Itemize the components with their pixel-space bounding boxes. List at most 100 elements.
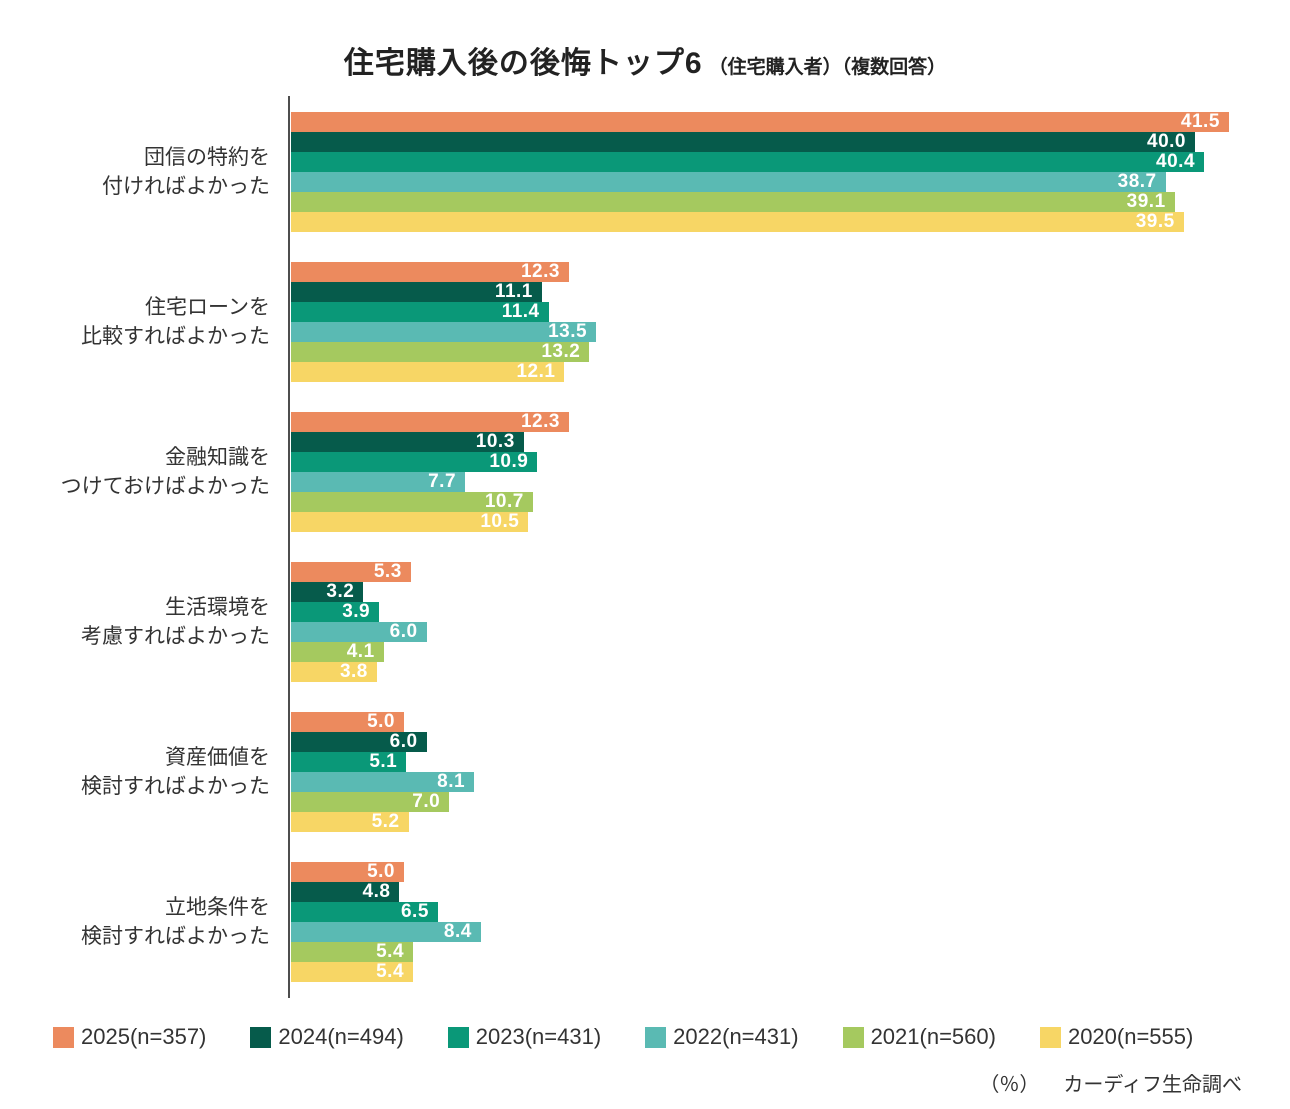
chart-title-suffix: （住宅購入者）（複数回答） (708, 57, 947, 78)
bar-value-label: 41.5 (1180, 111, 1220, 132)
chart-title-main: 住宅購入後の後悔トップ6 (343, 47, 703, 80)
legend-swatch (1039, 1026, 1061, 1048)
bar-2022: 13.5 (291, 321, 597, 342)
category-row: 住宅ローンを 比較すればよかった 12.3 11.1 11.4 13.5 13.2 12.1 (81, 261, 1290, 382)
bar-value-label: 40.4 (1156, 151, 1196, 172)
legend-label: 2021(n=560) (870, 1024, 996, 1049)
bar-value-label: 40.0 (1147, 131, 1186, 152)
category-label: 生活環境を 考慮すればよかった (81, 596, 270, 648)
legend-label: 2024(n=494) (278, 1024, 404, 1049)
bar-2024: 10.3 (291, 431, 524, 452)
bar-2024: 4.8 (291, 881, 400, 902)
bar-2025: 12.3 (291, 261, 569, 282)
bar-2020: 39.5 (291, 211, 1184, 232)
bar-2021: 10.7 (291, 491, 533, 512)
bar-2022: 8.1 (291, 771, 475, 792)
bar-value-label: 3.8 (339, 661, 368, 682)
bar-2025: 41.5 (291, 111, 1229, 132)
bars-stack: 5.3 3.2 3.9 6.0 4.1 3.8 (291, 561, 427, 682)
bar-value-label: 10.3 (475, 431, 515, 452)
bars-stack: 12.3 11.1 11.4 13.5 13.2 12.1 (291, 261, 597, 382)
bar-2024: 3.2 (291, 581, 364, 602)
category-label: 資産価値を 検討すればよかった (81, 746, 270, 798)
bar-value-label: 3.9 (342, 601, 371, 622)
bar-value-label: 5.2 (371, 811, 400, 832)
legend-swatch (53, 1026, 74, 1048)
bar-value-label: 13.2 (541, 341, 581, 362)
bar-2025: 12.3 (291, 411, 569, 432)
bar-value-label: 10.5 (480, 511, 520, 532)
bar-value-label: 38.7 (1117, 171, 1157, 192)
legend-swatch (842, 1026, 864, 1048)
legend-label: 2020(n=555) (1067, 1024, 1194, 1049)
category-row: 生活環境を 考慮すればよかった 5.3 3.2 3.9 6.0 4.1 3.8 (81, 561, 1290, 682)
bar-value-label: 7.0 (412, 791, 441, 812)
bar-value-label: 8.4 (443, 921, 472, 942)
category-label: 立地条件を 検討すればよかった (81, 896, 270, 948)
bar-2023: 3.9 (291, 601, 380, 622)
legend-item-2022: 2022(n=431) (645, 1024, 799, 1050)
bar-2023: 6.5 (291, 901, 438, 922)
bar-value-label: 5.4 (376, 941, 405, 962)
bar-value-label: 11.4 (501, 301, 540, 322)
chart-legend: 2025(n=357) 2024(n=494) 2023(n=431) 2022(n=… (53, 1024, 1290, 1050)
bar-value-label: 10.7 (484, 491, 524, 512)
bar-2023: 40.4 (291, 151, 1205, 172)
bar-chart-plot: 団信の特約を 付ければよかった 41.5 40.0 40.4 38.7 39.1 39.5 住宅… (0, 96, 1290, 998)
bar-2021: 4.1 (291, 641, 384, 662)
bars-stack: 5.0 4.8 6.5 8.4 5.4 5.4 (291, 861, 481, 982)
category-row: 立地条件を 検討すればよかった 5.0 4.8 6.5 8.4 5.4 5.4 (81, 861, 1290, 982)
bar-2021: 7.0 (291, 791, 450, 812)
bar-2022: 7.7 (291, 471, 466, 492)
bar-value-label: 12.3 (520, 261, 560, 282)
bar-2024: 6.0 (291, 731, 427, 752)
bar-2021: 5.4 (291, 941, 414, 962)
y-axis-line (288, 96, 290, 998)
category-row: 金融知識を つけておけばよかった 12.3 10.3 10.9 7.7 10.7 10.5 (61, 411, 1290, 532)
bar-2023: 5.1 (291, 751, 407, 772)
bars-stack: 12.3 10.3 10.9 7.7 10.7 10.5 (291, 411, 569, 532)
bar-value-label: 5.4 (376, 961, 405, 982)
bar-value-label: 6.5 (400, 901, 429, 922)
bar-2021: 39.1 (291, 191, 1175, 212)
bar-value-label: 5.1 (369, 751, 398, 772)
bar-value-label: 8.1 (437, 771, 466, 792)
bar-value-label: 5.0 (367, 711, 395, 732)
chart-footnote: （％） カーディフ生命調べ (979, 1068, 1242, 1097)
bar-2025: 5.3 (291, 561, 411, 582)
bar-2025: 5.0 (291, 861, 404, 882)
bar-value-label: 11.1 (494, 281, 533, 302)
bar-2022: 8.4 (291, 921, 481, 942)
bar-value-label: 10.9 (489, 451, 529, 472)
legend-label: 2025(n=357) (81, 1024, 207, 1049)
chart-title: 住宅購入後の後悔トップ6 （住宅購入者）（複数回答） (0, 38, 1290, 82)
bar-value-label: 13.5 (548, 321, 588, 342)
bar-value-label: 5.0 (367, 861, 395, 882)
footnote-unit: （％） (979, 1074, 1040, 1096)
bar-2024: 40.0 (291, 131, 1195, 152)
bar-value-label: 39.5 (1135, 211, 1175, 232)
bar-value-label: 3.2 (326, 581, 355, 602)
bar-2020: 5.2 (291, 811, 409, 832)
category-row: 資産価値を 検討すればよかった 5.0 6.0 5.1 8.1 7.0 5.2 (81, 711, 1290, 832)
bar-2025: 5.0 (291, 711, 404, 732)
bar-value-label: 12.1 (516, 361, 556, 382)
bar-2020: 10.5 (291, 511, 529, 532)
legend-swatch (250, 1026, 272, 1048)
category-label: 住宅ローンを 比較すればよかった (81, 296, 270, 348)
legend-label: 2022(n=431) (673, 1024, 799, 1049)
legend-item-2024: 2024(n=494) (250, 1024, 404, 1050)
bar-2023: 11.4 (291, 301, 549, 322)
bar-value-label: 5.3 (373, 561, 402, 582)
bar-2024: 11.1 (291, 281, 542, 302)
legend-item-2023: 2023(n=431) (447, 1024, 601, 1050)
legend-item-2020: 2020(n=555) (1039, 1024, 1194, 1050)
bar-2020: 5.4 (291, 961, 414, 982)
legend-item-2025: 2025(n=357) (53, 1024, 206, 1050)
bar-2020: 12.1 (291, 361, 565, 382)
bar-2021: 13.2 (291, 341, 590, 362)
category-row: 団信の特約を 付ければよかった 41.5 40.0 40.4 38.7 39.1 39.5 (102, 111, 1290, 232)
bar-2023: 10.9 (291, 451, 538, 472)
category-label: 団信の特約を 付ければよかった (102, 146, 270, 198)
